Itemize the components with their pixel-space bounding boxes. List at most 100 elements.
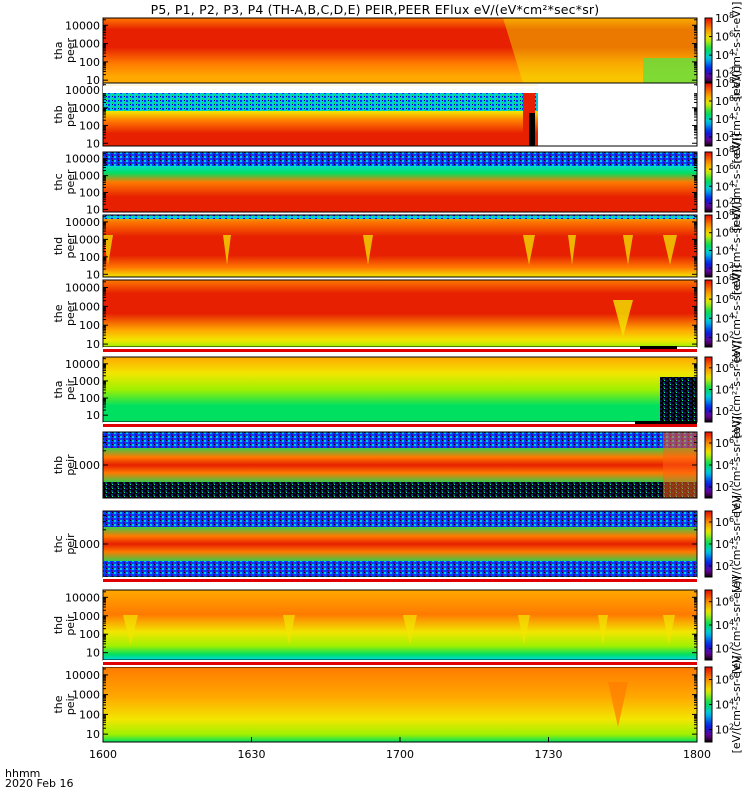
colorbar-thd-peer — [704, 214, 713, 278]
feature — [403, 615, 417, 645]
y-tick-label: 1000 — [72, 459, 100, 472]
panel-label: thb — [52, 456, 65, 474]
y-tick-label: 100 — [79, 319, 100, 332]
feature — [103, 511, 697, 527]
feature — [103, 561, 697, 577]
panel-label: thd — [52, 616, 65, 634]
x-tick-label: 1700 — [386, 748, 414, 761]
y-tick-label: 1000 — [72, 689, 100, 702]
y-tick-label: 10000 — [65, 19, 100, 32]
spectrogram-thd-peir — [103, 590, 697, 660]
colorbar-unit-label: [eV/(cm²-s-sr-eV)] — [730, 576, 743, 674]
feature — [660, 377, 697, 422]
feature — [103, 152, 697, 166]
colorbar-unit-label: [eV/(cm²-s-sr-eV)] — [730, 495, 743, 593]
flag-strip — [103, 347, 697, 355]
feature — [613, 300, 633, 337]
feature — [608, 682, 628, 727]
flag-strip — [103, 660, 697, 667]
x-tick-label: 1730 — [535, 748, 563, 761]
y-tick-label: 100 — [79, 392, 100, 405]
x-axis-unit-label: hhmm — [5, 767, 41, 780]
flag-strip-line — [103, 424, 697, 427]
y-tick-label: 10 — [86, 409, 100, 422]
y-tick-label: 10000 — [65, 669, 100, 682]
panel-label: peir — [64, 454, 77, 476]
y-tick-label: 1000 — [72, 102, 100, 115]
flag-strip-line — [103, 349, 697, 352]
y-tick-label: 100 — [79, 628, 100, 641]
colorbar-unit-label: [eV/(cm²-s-sr-eV)] — [730, 416, 743, 514]
panel-label: peer — [64, 301, 77, 327]
flag-strip-line — [103, 579, 697, 582]
flag-strip — [103, 422, 697, 430]
flag-strip — [103, 577, 697, 585]
chart-title: P5, P1, P2, P3, P4 (TH-A,B,C,D,E) PEIR,P… — [150, 2, 600, 17]
flag-segment — [640, 346, 677, 349]
date-label: 2020 Feb 16 — [5, 777, 74, 790]
colorbar-unit-label: [eV/(cm²-s-sr-eV)] — [730, 133, 743, 231]
y-tick-label: 100 — [79, 251, 100, 264]
feature — [529, 113, 535, 146]
panel-label: peer — [64, 38, 77, 64]
colorbar-thb-peer — [704, 82, 713, 147]
colorbar-thc-peer — [704, 151, 713, 213]
y-tick-label: 1000 — [72, 610, 100, 623]
x-tick-label: 1630 — [238, 748, 266, 761]
feature — [103, 93, 617, 111]
panel-label: the — [52, 304, 65, 322]
y-tick-label: 1000 — [72, 538, 100, 551]
panel-label: the — [52, 695, 65, 713]
spectrogram-the-peir — [103, 667, 697, 742]
y-tick-label: 1000 — [72, 375, 100, 388]
y-tick-label: 1000 — [72, 38, 100, 51]
panel-label: peer — [64, 233, 77, 259]
feature — [663, 235, 677, 265]
feature — [523, 235, 535, 265]
colorbar-unit-label: [eV/(cm²-s-sr-eV)] — [730, 656, 743, 754]
panel-label: thd — [52, 237, 65, 255]
y-tick-label: 100 — [79, 708, 100, 721]
y-tick-label: 10 — [86, 647, 100, 660]
y-tick-label: 10000 — [65, 153, 100, 166]
panel-label: peir — [64, 378, 77, 400]
colorbar-unit-label: [eV/(cm²-s-sr-eV)] — [730, 197, 743, 295]
feature — [663, 432, 697, 498]
y-tick-label: 10 — [86, 74, 100, 87]
feature — [598, 615, 608, 645]
panel-label: peer — [64, 169, 77, 195]
gap-strip — [103, 86, 697, 93]
panel-label: thb — [52, 105, 65, 123]
feature — [643, 58, 697, 83]
panel-label: thc — [52, 173, 65, 190]
panel-label: peer — [64, 102, 77, 128]
feature — [123, 615, 138, 645]
colorbar-the-peer — [704, 279, 713, 348]
y-tick-label: 100 — [79, 120, 100, 133]
feature — [538, 83, 697, 146]
spectrogram-tha-peer — [103, 18, 697, 83]
panel-label: tha — [52, 41, 65, 59]
panel-label: peir — [64, 533, 77, 555]
panel-label: peir — [64, 614, 77, 636]
y-tick-label: 10000 — [65, 358, 100, 371]
panel-label: peir — [64, 693, 77, 715]
y-tick-label: 10 — [86, 203, 100, 216]
flag-segment — [635, 421, 697, 424]
feature — [103, 215, 697, 219]
spectrogram-tha-peir — [103, 357, 697, 422]
y-tick-label: 10000 — [65, 591, 100, 604]
colorbar-unit-label: [eV/(cm²-s-sr-eV)] — [730, 66, 743, 164]
y-tick-label: 1000 — [72, 170, 100, 183]
x-tick-label: 1800 — [683, 748, 711, 761]
y-tick-label: 10 — [86, 268, 100, 281]
feature — [663, 615, 675, 645]
